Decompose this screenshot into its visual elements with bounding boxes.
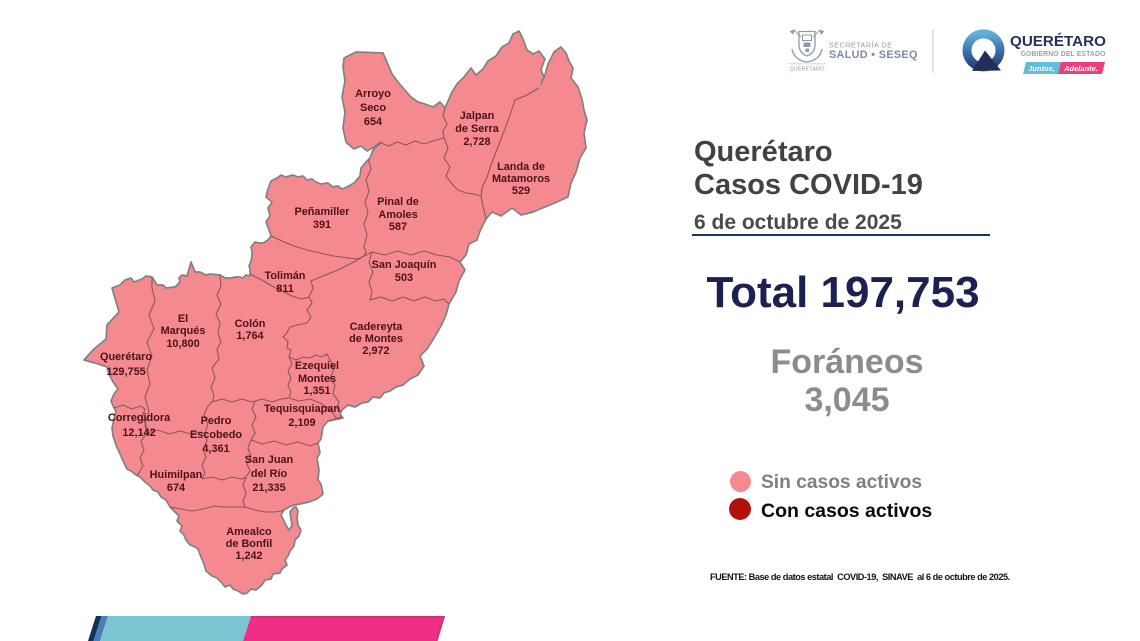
svg-text:Corregidora: Corregidora (108, 412, 171, 424)
svg-text:1,764: 1,764 (236, 330, 263, 342)
svg-text:GOBIERNO DEL ESTADO: GOBIERNO DEL ESTADO (1020, 51, 1106, 58)
svg-text:QUERÉTARO: QUERÉTARO (1010, 33, 1106, 50)
svg-text:811: 811 (276, 283, 294, 295)
svg-text:674: 674 (167, 482, 185, 494)
svg-text:2,972: 2,972 (362, 345, 389, 357)
svg-text:10,800: 10,800 (166, 338, 199, 350)
svg-text:1,242: 1,242 (235, 550, 262, 562)
svg-text:12,142: 12,142 (122, 427, 155, 439)
svg-text:Amoles: Amoles (378, 209, 417, 221)
svg-text:Ezequiel: Ezequiel (295, 360, 339, 372)
svg-text:El: El (178, 313, 188, 325)
svg-text:Tequisquiapan: Tequisquiapan (264, 403, 340, 415)
svg-text:Amealco: Amealco (226, 526, 272, 538)
svg-text:Jalpan: Jalpan (460, 110, 495, 122)
svg-text:Pinal de: Pinal de (377, 196, 419, 208)
svg-text:Marqués: Marqués (161, 325, 206, 337)
svg-text:San Joaquín: San Joaquín (372, 259, 437, 271)
svg-text:Juntos,: Juntos, (1028, 64, 1055, 73)
svg-text:de Bonfil: de Bonfil (226, 538, 273, 550)
svg-text:SALUD • SESEQ: SALUD • SESEQ (829, 49, 918, 61)
svg-text:Arroyo: Arroyo (355, 88, 391, 100)
svg-text:21,335: 21,335 (252, 482, 285, 494)
svg-text:del Río: del Río (251, 468, 288, 480)
svg-text:de Montes: de Montes (349, 333, 403, 345)
svg-text:654: 654 (364, 116, 382, 128)
svg-text:Tolimán: Tolimán (265, 270, 306, 282)
svg-text:QUERÉTARO: QUERÉTARO (790, 66, 825, 73)
svg-text:2,109: 2,109 (288, 417, 315, 429)
svg-text:Pedro: Pedro (201, 415, 232, 427)
svg-text:1,351: 1,351 (303, 385, 330, 397)
svg-text:Seco: Seco (360, 102, 386, 114)
svg-text:587: 587 (389, 221, 407, 233)
svg-text:Colón: Colón (235, 318, 266, 330)
svg-text:391: 391 (313, 219, 331, 231)
svg-text:SECRETARÍA DE: SECRETARÍA DE (829, 41, 892, 50)
svg-text:129,755: 129,755 (106, 366, 145, 378)
svg-text:Escobedo: Escobedo (190, 429, 242, 441)
svg-text:Cadereyta: Cadereyta (350, 321, 404, 333)
svg-text:de Serra: de Serra (455, 123, 500, 135)
svg-text:Montes: Montes (298, 373, 336, 385)
svg-text:Peñamiller: Peñamiller (294, 206, 350, 218)
svg-text:PODER EJECUTIVO DEL ESTADO DE: PODER EJECUTIVO DEL ESTADO DE (788, 63, 826, 66)
svg-text:Adelante.: Adelante. (1063, 64, 1098, 73)
svg-text:Huimilpan: Huimilpan (150, 469, 203, 481)
svg-text:4,361: 4,361 (202, 443, 229, 455)
svg-text:San Juan: San Juan (245, 454, 293, 466)
svg-text:Landa de: Landa de (497, 161, 545, 173)
svg-text:529: 529 (512, 185, 530, 197)
svg-text:503: 503 (395, 272, 413, 284)
svg-text:Matamoros: Matamoros (492, 173, 550, 185)
svg-text:2,728: 2,728 (463, 136, 490, 148)
svg-text:Querétaro: Querétaro (100, 351, 152, 363)
